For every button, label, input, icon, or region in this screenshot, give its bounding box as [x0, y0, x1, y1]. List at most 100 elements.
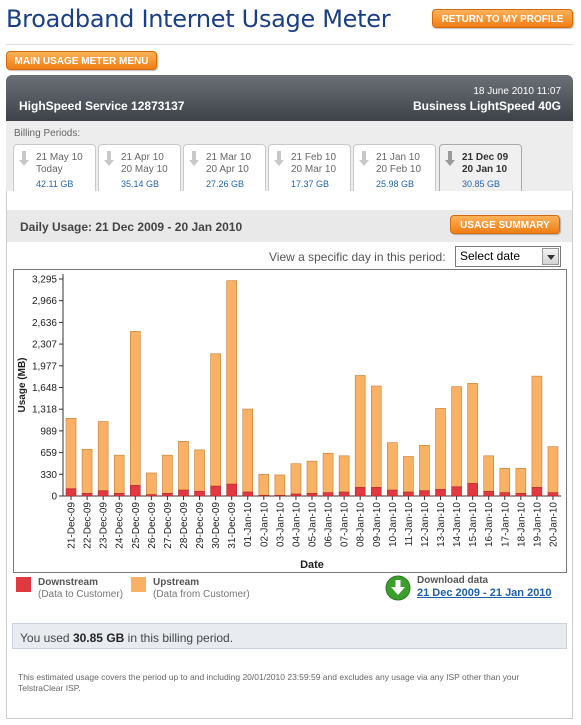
- downstream-legend-sub: (Data to Customer): [38, 589, 124, 600]
- bar-upstream: [290, 463, 302, 495]
- x-tick-label: 31-Dec-09: [227, 502, 238, 549]
- bar-upstream: [210, 353, 221, 487]
- billing-tab-jan-2010[interactable]: 21 Jan 10 20 Feb 10 25.98 GB: [353, 144, 436, 191]
- main-menu-button[interactable]: MAIN USAGE METER MENU: [6, 51, 157, 70]
- daily-usage-title: Daily Usage: 21 Dec 2009 - 20 Jan 2010: [20, 220, 242, 234]
- bar-downstream: [146, 494, 157, 497]
- x-tick-label: 10-Jan-10: [388, 502, 399, 547]
- bar-downstream: [338, 491, 350, 497]
- x-tick-label: 14-Jan-10: [452, 502, 463, 547]
- download-icon[interactable]: [385, 575, 411, 601]
- bar-upstream: [97, 421, 109, 492]
- bar-downstream: [306, 493, 318, 497]
- download-label: Download data: [417, 575, 489, 586]
- page-title: Broadband Internet Usage Meter: [6, 5, 391, 33]
- tab-to: 20 May 10: [121, 164, 168, 175]
- bar-downstream: [226, 483, 237, 497]
- x-tick-label: 21-Dec-09: [67, 502, 78, 549]
- bar-upstream: [146, 472, 157, 495]
- billing-tab-apr-2010[interactable]: 21 Apr 10 20 May 10 35.14 GB: [98, 144, 181, 191]
- usage-summary-button[interactable]: USAGE SUMMARY: [450, 215, 560, 234]
- download-data-link[interactable]: 21 Dec 2009 - 21 Jan 2010: [417, 587, 552, 599]
- y-tick-label: 1,977: [32, 361, 57, 372]
- down-arrow-icon: [359, 151, 369, 167]
- y-tick-label: 1,648: [32, 383, 57, 394]
- bar-upstream: [435, 408, 446, 490]
- tab-from: 21 May 10: [36, 152, 83, 163]
- down-arrow-icon: [189, 151, 199, 167]
- x-tick-label: 03-Jan-10: [275, 502, 286, 547]
- usage-total-suffix: in this billing period.: [127, 631, 234, 645]
- bar-upstream: [515, 468, 527, 494]
- x-tick-label: 16-Jan-10: [484, 502, 495, 547]
- bar-upstream: [531, 375, 543, 488]
- tab-from: 21 Feb 10: [291, 152, 337, 163]
- bar-downstream: [113, 493, 125, 497]
- y-tick-label: 2,966: [32, 296, 57, 307]
- down-arrow-icon: [274, 151, 284, 167]
- footnote: This estimated usage covers the period u…: [18, 672, 520, 693]
- x-tick-label: 20-Jan-10: [548, 502, 559, 547]
- x-tick-label: 26-Dec-09: [147, 502, 158, 549]
- bar-upstream: [258, 473, 270, 496]
- x-tick-label: 23-Dec-09: [99, 502, 110, 549]
- bar-upstream: [81, 448, 93, 494]
- tab-from: 21 Apr 10: [121, 152, 164, 163]
- bar-upstream: [162, 454, 173, 494]
- bar-upstream: [65, 417, 77, 490]
- daily-usage-label: Daily Usage:: [20, 220, 93, 234]
- bar-downstream: [81, 493, 93, 497]
- return-to-profile-button[interactable]: RETURN TO MY PROFILE: [432, 9, 573, 28]
- y-tick-label: 1,318: [32, 405, 57, 416]
- bar-downstream: [403, 491, 414, 497]
- service-header: 18 June 2010 11:07 HighSpeed Service 128…: [6, 75, 573, 121]
- billing-tab-mar-2010[interactable]: 21 Mar 10 20 Apr 10 27.26 GB: [183, 144, 266, 191]
- bar-downstream: [435, 489, 446, 497]
- bar-upstream: [242, 408, 254, 493]
- tab-to: 20 Apr 10: [206, 164, 249, 175]
- bar-downstream: [419, 490, 430, 497]
- chevron-down-icon[interactable]: [542, 248, 559, 265]
- tab-from: 21 Jan 10: [376, 152, 420, 163]
- bar-downstream: [483, 491, 494, 497]
- y-tick-label: 330: [40, 470, 57, 481]
- billing-tab-feb-2010[interactable]: 21 Feb 10 20 Mar 10 17.37 GB: [268, 144, 351, 191]
- bar-downstream: [370, 487, 382, 497]
- bar-downstream: [258, 495, 270, 497]
- billing-tab-may-2010[interactable]: 21 May 10 Today 42.11 GB: [13, 144, 96, 191]
- bar-downstream: [387, 489, 398, 497]
- x-tick-label: 30-Dec-09: [211, 502, 222, 549]
- bar-downstream: [354, 487, 366, 497]
- date-select[interactable]: Select date: [455, 246, 561, 267]
- down-arrow-icon: [104, 151, 114, 167]
- tab-size: 17.37 GB: [291, 179, 330, 189]
- x-tick-label: 01-Jan-10: [243, 502, 254, 547]
- bar-downstream: [515, 493, 527, 497]
- y-tick-label: 2,636: [32, 318, 57, 329]
- bar-downstream: [290, 493, 302, 497]
- bar-downstream: [451, 486, 462, 497]
- bar-downstream: [65, 488, 77, 497]
- billing-tab-dec-2009[interactable]: 21 Dec 09 20 Jan 10 30.85 GB: [439, 144, 522, 191]
- x-tick-label: 07-Jan-10: [340, 502, 351, 547]
- x-tick-label: 09-Jan-10: [372, 502, 383, 547]
- bar-upstream: [451, 386, 462, 488]
- bar-upstream: [547, 446, 559, 494]
- x-tick-label: 11-Jan-10: [404, 502, 415, 547]
- title-divider: [6, 44, 573, 45]
- y-tick-label: 989: [40, 426, 57, 437]
- bar-downstream: [97, 490, 109, 497]
- bar-downstream: [322, 492, 334, 497]
- bar-upstream: [387, 442, 398, 491]
- tab-from: 21 Mar 10: [206, 152, 252, 163]
- x-tick-label: 28-Dec-09: [179, 502, 190, 549]
- upstream-legend-title: Upstream: [153, 577, 200, 588]
- usage-panel: [6, 121, 573, 719]
- bar-upstream: [338, 455, 350, 493]
- bar-downstream: [210, 485, 221, 497]
- bar-upstream: [274, 474, 286, 496]
- tab-size: 42.11 GB: [36, 179, 74, 189]
- x-tick-label: 04-Jan-10: [291, 502, 302, 547]
- bar-downstream: [467, 483, 478, 497]
- service-plan: Business LightSpeed 40G: [412, 99, 561, 113]
